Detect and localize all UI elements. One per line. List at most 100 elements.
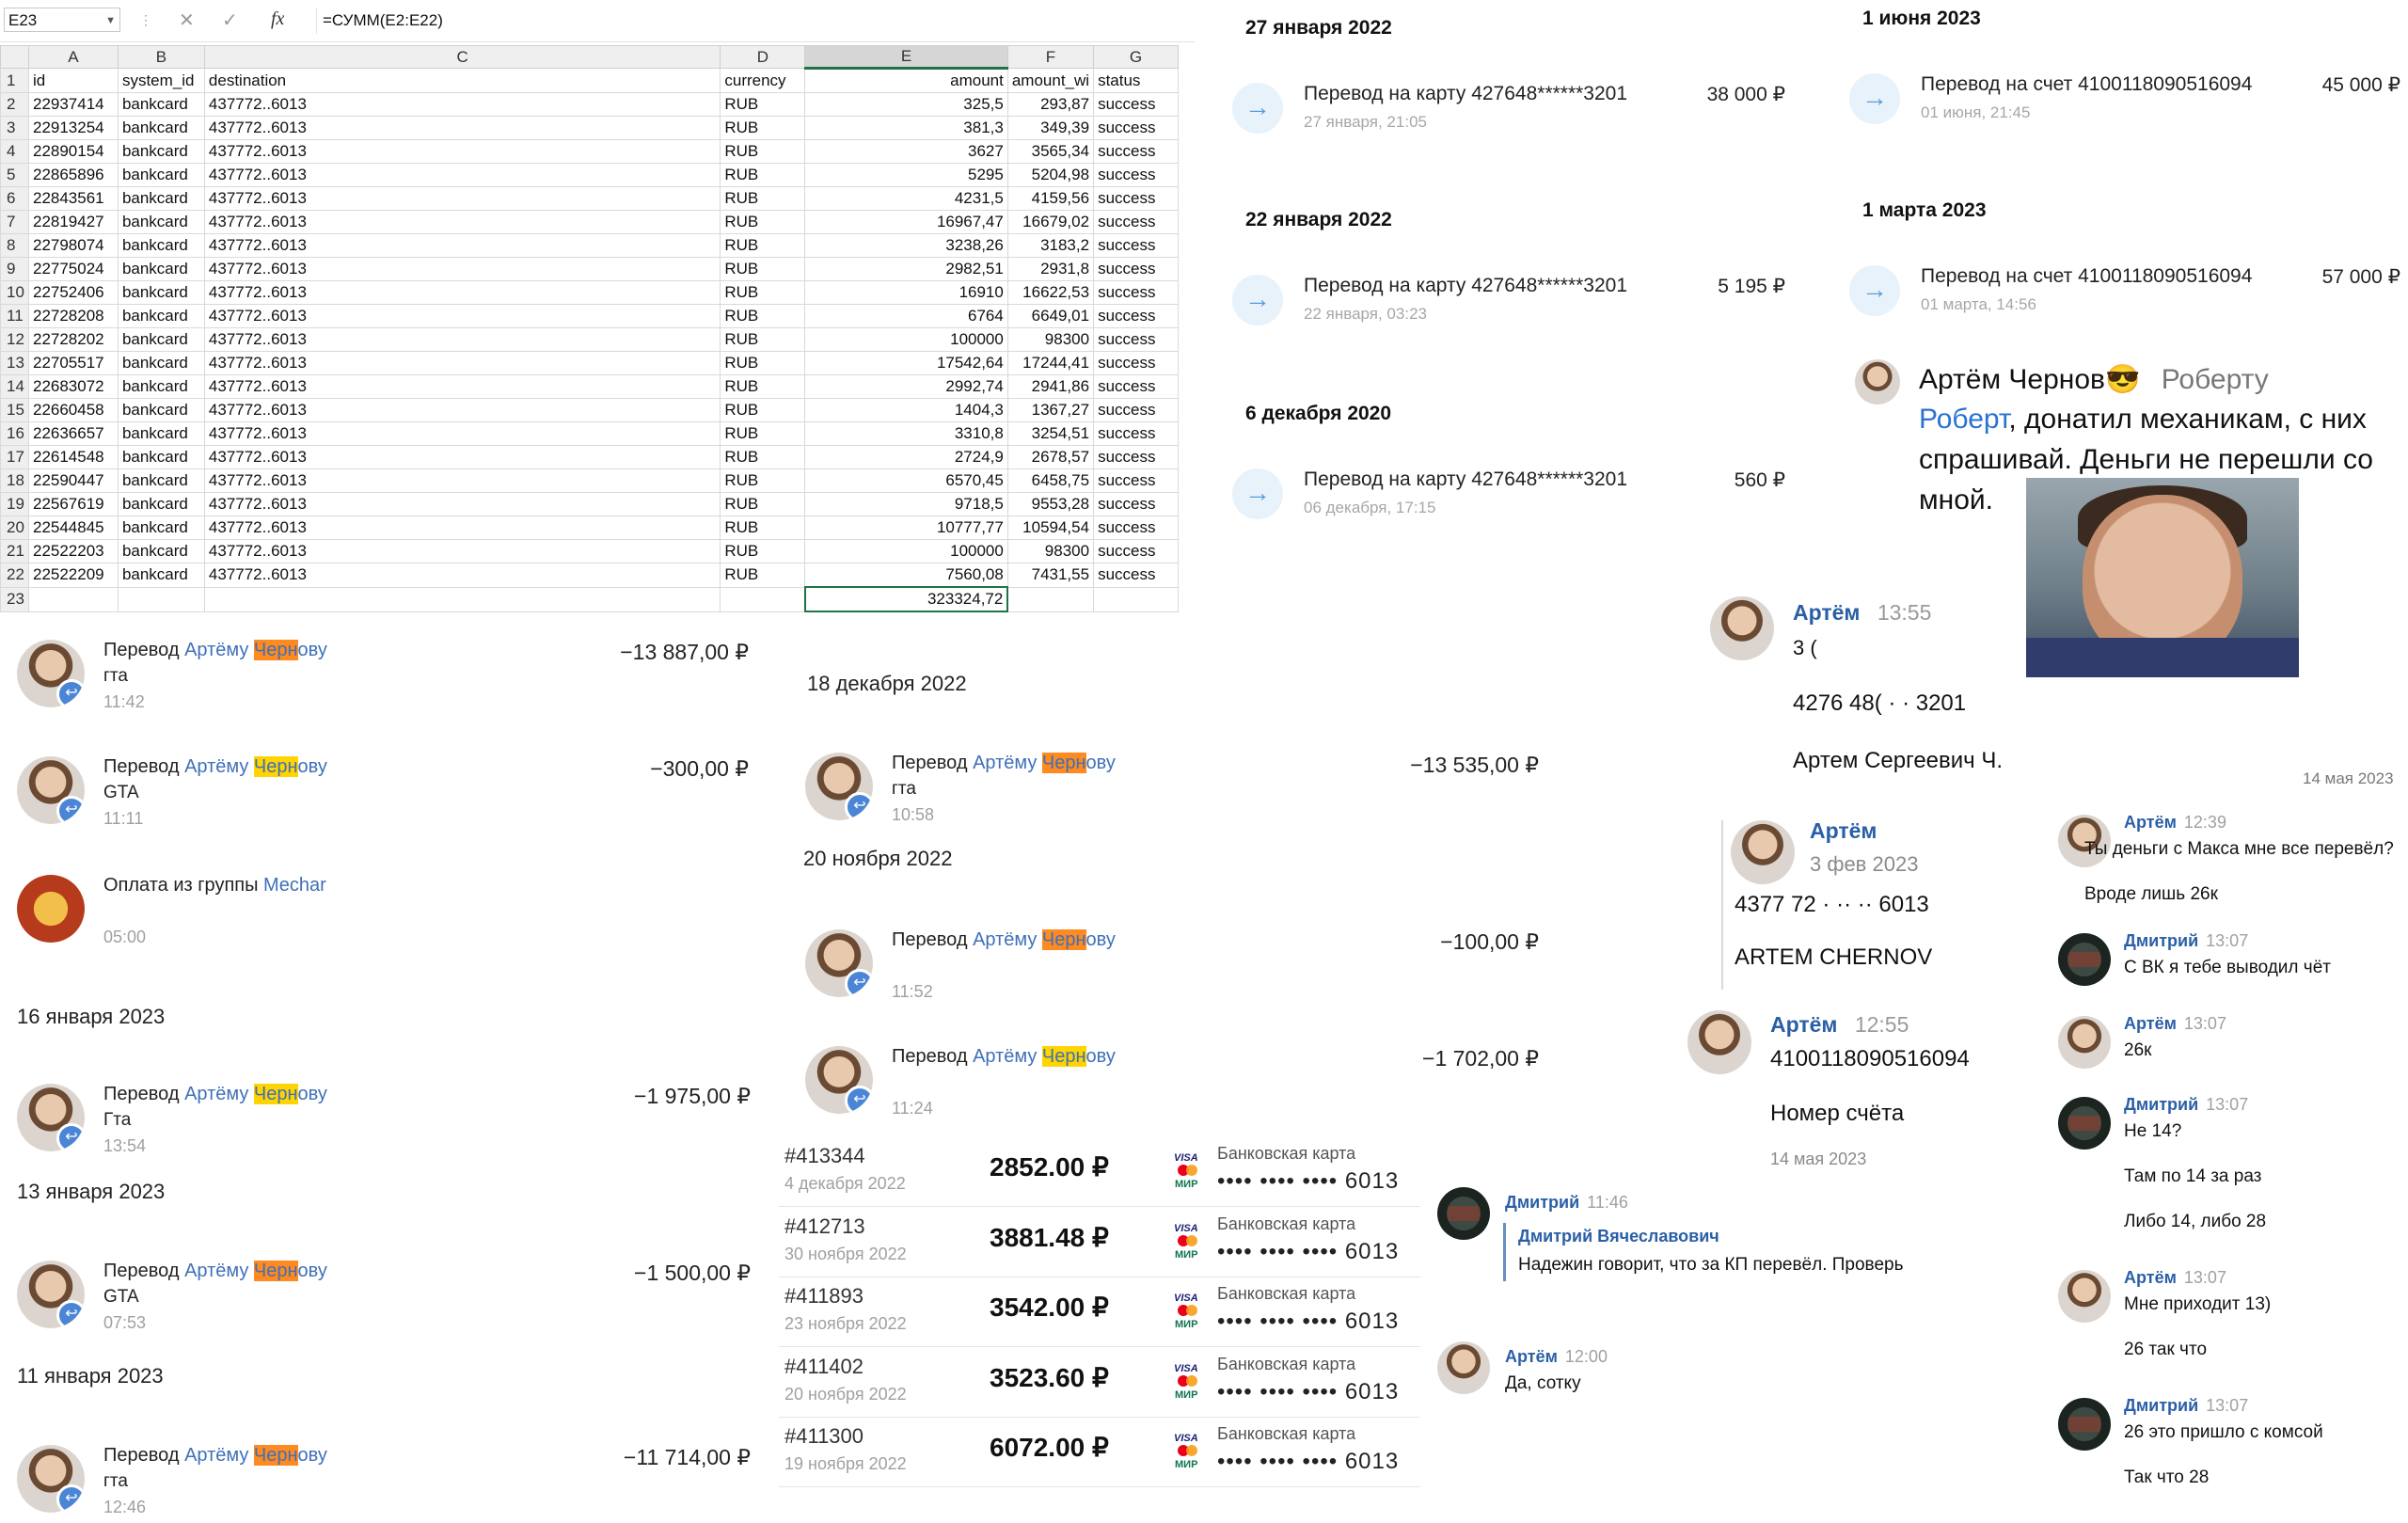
table-cell[interactable]: 16967,47 [804, 210, 1008, 234]
table-cell[interactable]: 22636657 [27, 421, 119, 446]
table-cell[interactable]: bankcard [117, 116, 205, 140]
table-cell[interactable]: success [1093, 233, 1179, 258]
table-cell[interactable]: bankcard [117, 468, 205, 493]
table-cell[interactable]: RUB [720, 445, 806, 469]
table-cell[interactable]: currency [720, 68, 806, 93]
table-cell[interactable]: RUB [720, 327, 806, 352]
transfer-title[interactable]: Перевод на счет 4100118090516094 [1921, 73, 2253, 95]
function-icon[interactable]: fx [271, 8, 285, 29]
table-cell[interactable]: RUB [720, 421, 806, 446]
order-row[interactable]: #411893 23 ноября 2022 3542.00 ₽ VISA МИР Бан… [779, 1277, 1420, 1347]
row-number[interactable]: 9 [0, 257, 29, 281]
transfer-title[interactable]: Перевод на карту 427648******3201 [1304, 83, 1628, 104]
table-cell[interactable]: 437772..6013 [203, 304, 721, 328]
table-cell[interactable]: system_id [117, 68, 205, 93]
table-cell[interactable]: 349,39 [1006, 116, 1095, 140]
table-cell[interactable]: success [1093, 421, 1179, 446]
transfer-title[interactable]: Перевод Артёму Чернову [103, 1084, 327, 1105]
table-cell[interactable]: 2992,74 [804, 374, 1008, 399]
table-cell[interactable]: amount_wi [1006, 68, 1095, 93]
transfer-title[interactable]: Перевод Артёму Чернову [103, 1261, 327, 1282]
table-cell[interactable]: success [1093, 539, 1179, 563]
table-cell[interactable]: 437772..6013 [203, 563, 721, 588]
table-cell[interactable]: bankcard [117, 492, 205, 516]
table-cell[interactable]: 6649,01 [1006, 304, 1095, 328]
row-number[interactable]: 23 [0, 586, 29, 612]
order-row[interactable]: #411300 19 ноября 2022 6072.00 ₽ VISA МИР Бан… [779, 1417, 1420, 1487]
table-cell[interactable]: 17542,64 [804, 351, 1008, 375]
table-cell[interactable]: 3627 [804, 139, 1008, 164]
table-cell[interactable]: bankcard [117, 445, 205, 469]
formula-input[interactable]: =СУММ(E2:E22) [316, 8, 1188, 34]
table-cell[interactable]: 7431,55 [1006, 563, 1095, 588]
table-cell[interactable]: 22683072 [27, 374, 119, 399]
table-cell[interactable]: 22890154 [27, 139, 119, 164]
table-cell[interactable]: RUB [720, 280, 806, 305]
table-cell[interactable]: 3310,8 [804, 421, 1008, 446]
table-cell[interactable]: RUB [720, 304, 806, 328]
table-cell[interactable]: 22775024 [27, 257, 119, 281]
table-cell[interactable]: bankcard [117, 563, 205, 588]
table-cell[interactable]: 22913254 [27, 116, 119, 140]
table-cell[interactable]: 437772..6013 [203, 257, 721, 281]
table-cell[interactable]: 22728208 [27, 304, 119, 328]
table-cell[interactable]: bankcard [117, 233, 205, 258]
table-cell[interactable]: 323324,72 [803, 586, 1009, 612]
table-cell[interactable]: 22798074 [27, 233, 119, 258]
transfer-title[interactable]: Перевод на карту 427648******3201 [1304, 275, 1628, 296]
table-cell[interactable]: 437772..6013 [203, 210, 721, 234]
table-cell[interactable]: 437772..6013 [203, 492, 721, 516]
table-cell[interactable]: bankcard [117, 163, 205, 187]
table-cell[interactable]: 437772..6013 [203, 539, 721, 563]
table-cell[interactable]: RUB [720, 563, 806, 588]
transfer-title[interactable]: Перевод Артёму Чернову [103, 756, 327, 778]
order-row[interactable]: #413344 4 декабря 2022 2852.00 ₽ VISA МИР Бан… [779, 1136, 1420, 1207]
table-cell[interactable]: 1367,27 [1006, 398, 1095, 422]
table-cell[interactable]: 293,87 [1006, 92, 1095, 117]
table-cell[interactable]: bankcard [117, 280, 205, 305]
table-cell[interactable]: 437772..6013 [203, 374, 721, 399]
table-cell[interactable]: success [1093, 492, 1179, 516]
table-cell[interactable]: bankcard [117, 351, 205, 375]
table-cell[interactable]: bankcard [117, 210, 205, 234]
table-cell[interactable]: RUB [720, 398, 806, 422]
row-number[interactable]: 15 [0, 398, 29, 422]
recipient-first-name[interactable]: Артёму [184, 1261, 254, 1281]
row-number[interactable]: 16 [0, 421, 29, 446]
table-cell[interactable]: 437772..6013 [203, 186, 721, 211]
table-cell[interactable]: success [1093, 92, 1179, 117]
table-cell[interactable]: bankcard [117, 139, 205, 164]
table-cell[interactable]: 437772..6013 [203, 233, 721, 258]
table-cell[interactable]: bankcard [117, 304, 205, 328]
table-cell[interactable]: 437772..6013 [203, 163, 721, 187]
table-cell[interactable]: 437772..6013 [203, 421, 721, 446]
cancel-icon[interactable]: ✕ [179, 10, 195, 31]
table-cell[interactable]: RUB [720, 163, 806, 187]
row-number[interactable]: 20 [0, 516, 29, 540]
order-row[interactable]: #411402 20 ноября 2022 3523.60 ₽ VISA МИР Бан… [779, 1347, 1420, 1418]
table-cell[interactable]: success [1093, 163, 1179, 187]
table-cell[interactable]: bankcard [117, 327, 205, 352]
table-cell[interactable]: RUB [720, 492, 806, 516]
table-cell[interactable]: 3238,26 [804, 233, 1008, 258]
row-number[interactable]: 7 [0, 210, 29, 234]
recipient-first-name[interactable]: Артёму [973, 1046, 1042, 1067]
table-cell[interactable]: success [1093, 351, 1179, 375]
column-header[interactable]: G [1093, 45, 1179, 69]
table-cell[interactable]: RUB [720, 139, 806, 164]
table-cell[interactable]: success [1093, 280, 1179, 305]
row-number[interactable]: 2 [0, 92, 29, 117]
table-cell[interactable]: RUB [720, 92, 806, 117]
table-cell[interactable]: 3183,2 [1006, 233, 1095, 258]
column-header[interactable]: F [1006, 45, 1095, 69]
table-cell[interactable] [1093, 586, 1179, 612]
table-cell[interactable] [117, 586, 205, 612]
recipient-first-name[interactable]: Артёму [973, 929, 1042, 950]
row-number[interactable]: 5 [0, 163, 29, 187]
table-cell[interactable]: 437772..6013 [203, 445, 721, 469]
table-cell[interactable]: success [1093, 516, 1179, 540]
recipient-first-name[interactable]: Артёму [184, 1445, 254, 1466]
table-cell[interactable]: 2941,86 [1006, 374, 1095, 399]
table-cell[interactable]: 10777,77 [804, 516, 1008, 540]
table-cell[interactable]: success [1093, 304, 1179, 328]
